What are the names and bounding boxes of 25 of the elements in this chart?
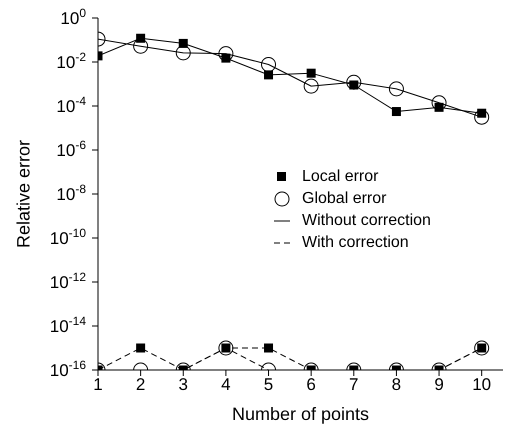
y-tick-label: 10$^{-14}$ <box>50 314 86 336</box>
x-tick-label: 6 <box>306 375 316 394</box>
legend-label: Local error <box>302 168 378 186</box>
x-tick-label: 7 <box>349 375 359 394</box>
annotation: With correction <box>302 234 409 252</box>
y-tick-label: 10$^{-2}$ <box>56 50 86 72</box>
y-tick-label: 10$^{-6}$ <box>56 138 86 160</box>
x-tick-label: 3 <box>178 375 188 394</box>
x-tick-label: 8 <box>392 375 402 394</box>
legend-label: Global error <box>302 190 386 208</box>
y-tick-label: 10$^{-4}$ <box>56 94 86 116</box>
y-tick-label: 10$^{-16}$ <box>50 358 86 380</box>
x-tick-label: 5 <box>264 375 274 394</box>
y-tick-label: 10$^{-10}$ <box>50 226 86 248</box>
x-tick-label: 9 <box>434 375 444 394</box>
annotation: Without correction <box>302 212 431 230</box>
y-tick-label: 10$^{-8}$ <box>56 182 86 204</box>
x-tick-label: 10 <box>472 375 492 394</box>
x-axis-title: Number of points <box>232 404 370 424</box>
x-tick-label: 1 <box>93 375 103 394</box>
y-tick-label: 10$^{0}$ <box>60 6 86 28</box>
y-axis-title: Relative error <box>13 140 34 248</box>
x-tick-label: 2 <box>136 375 146 394</box>
y-tick-label: 10$^{-12}$ <box>50 270 86 292</box>
x-tick-label: 4 <box>221 375 231 394</box>
